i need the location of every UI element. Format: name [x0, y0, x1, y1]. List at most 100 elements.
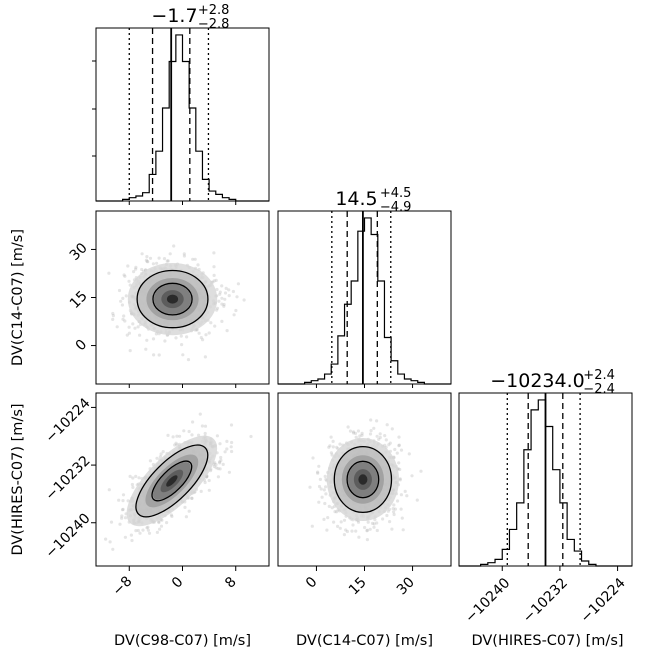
- scatter-point: [183, 505, 187, 509]
- scatter-point: [119, 299, 123, 303]
- scatter-point: [220, 302, 224, 306]
- density-level-5: [166, 475, 178, 487]
- scatter-point: [170, 514, 174, 519]
- scatter-point: [378, 435, 382, 440]
- scatter-point: [336, 524, 340, 529]
- scatter-point: [220, 284, 224, 288]
- scatter-point: [111, 317, 115, 321]
- scatter-point: [159, 524, 164, 528]
- scatter-point: [353, 431, 358, 435]
- scatter-point: [351, 430, 356, 434]
- scatter-point: [133, 326, 137, 330]
- scatter-point: [392, 510, 396, 514]
- scatter-point: [181, 353, 185, 357]
- scatter-point: [214, 463, 218, 467]
- scatter-point: [117, 498, 121, 502]
- scatter-point: [118, 522, 122, 526]
- scatter-point: [162, 257, 167, 261]
- scatter-point: [368, 527, 372, 531]
- scatter-point: [223, 450, 227, 454]
- scatter-point: [185, 335, 189, 339]
- scatter-point: [375, 528, 379, 533]
- scatter-point: [123, 319, 127, 323]
- scatter-point: [187, 429, 191, 434]
- x-tick-label: 8: [222, 574, 240, 592]
- scatter-point: [358, 434, 362, 438]
- scatter-point: [122, 273, 126, 277]
- scatter-point: [400, 516, 404, 520]
- title-value-2: 14.5: [335, 188, 377, 210]
- scatter-point: [155, 261, 159, 265]
- scatter-point: [345, 529, 349, 534]
- contour-1: [151, 460, 193, 502]
- scatter-point: [161, 450, 165, 454]
- scatter-point: [115, 325, 119, 329]
- x-axis-label-2: DV(C14-C07) [m/s]: [296, 633, 433, 649]
- x-tick-label: −10224: [578, 575, 629, 626]
- scatter-point: [391, 507, 395, 511]
- scatter-point: [385, 423, 389, 427]
- scatter-point: [148, 256, 153, 260]
- scatter-point: [395, 451, 399, 455]
- scatter-point: [136, 528, 140, 533]
- scatter-panel-2-3: [308, 418, 423, 542]
- scatter-point: [220, 296, 224, 300]
- scatter-point: [191, 257, 195, 261]
- scatter-point: [348, 429, 353, 433]
- title-value-3: −10234.0: [490, 370, 585, 392]
- scatter-point: [331, 439, 335, 443]
- scatter-point: [127, 279, 131, 283]
- scatter-point: [316, 471, 320, 475]
- scatter-panel-1-2: [96, 244, 246, 362]
- scatter-point: [234, 308, 238, 313]
- scatter-point: [325, 528, 329, 532]
- scatter-point: [121, 499, 125, 503]
- scatter-point: [165, 521, 169, 525]
- y-tick-label: 15: [67, 288, 91, 312]
- scatter-point: [128, 349, 132, 353]
- scatter-point: [372, 426, 376, 430]
- y-tick-label: 0: [73, 337, 91, 355]
- scatter-point: [375, 521, 379, 525]
- scatter-point: [207, 488, 211, 492]
- scatter-point: [146, 260, 150, 264]
- scatter-point: [155, 456, 159, 460]
- scatter-point: [157, 520, 161, 525]
- scatter-point: [351, 523, 355, 527]
- scatter-point: [216, 467, 220, 471]
- scatter-point: [182, 252, 186, 256]
- scatter-point: [419, 469, 423, 473]
- scatter-point: [174, 336, 178, 340]
- scatter-point: [326, 516, 330, 520]
- histogram-frame-2: [277, 210, 452, 385]
- scatter-point: [136, 325, 140, 329]
- scatter-point: [140, 267, 144, 272]
- scatter-point: [320, 495, 324, 499]
- scatter-point: [397, 435, 401, 439]
- scatter-point: [163, 339, 167, 343]
- scatter-point: [182, 429, 186, 433]
- scatter-point: [145, 255, 149, 259]
- scatter-point: [160, 518, 164, 522]
- scatter-point: [141, 528, 145, 532]
- scatter-point: [357, 535, 361, 539]
- scatter-point: [311, 456, 315, 460]
- scatter-point: [405, 494, 409, 498]
- scatter-point: [111, 311, 115, 316]
- scatter-point: [123, 274, 127, 278]
- histogram-step-1: [96, 34, 269, 202]
- scatter-point: [204, 333, 208, 337]
- scatter-point: [123, 535, 127, 539]
- scatter-point: [145, 259, 149, 263]
- scatter-point: [145, 526, 149, 530]
- scatter-point: [369, 429, 373, 433]
- x-tick-label: −10232: [520, 575, 571, 626]
- y-tick-label: −10240: [42, 510, 93, 561]
- scatter-point: [388, 507, 392, 511]
- scatter-point: [130, 538, 134, 543]
- scatter-point: [249, 434, 253, 439]
- scatter-point: [397, 461, 401, 465]
- scatter-point: [225, 439, 229, 443]
- scatter-point: [338, 526, 342, 530]
- scatter-point: [173, 443, 177, 447]
